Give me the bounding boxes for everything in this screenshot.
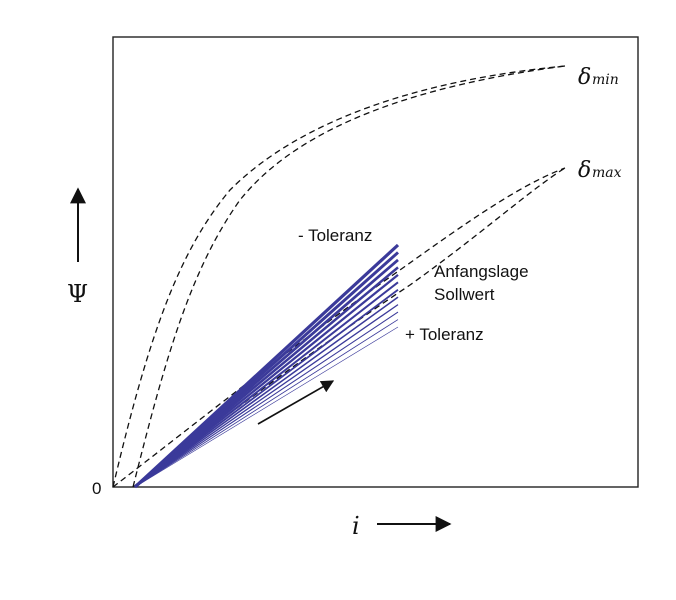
- delta-min-label: δ min: [578, 65, 619, 90]
- x-axis-label: i: [352, 512, 360, 540]
- minus-tolerance-label: - Toleranz: [298, 226, 372, 245]
- svg-text:δ: δ: [578, 158, 591, 183]
- svg-text:min: min: [592, 72, 619, 88]
- start-position-label-line1: Anfangslage: [434, 262, 529, 281]
- tolerance-line: [134, 326, 399, 488]
- tolerance-line: [134, 281, 399, 488]
- direction-arrow: [257, 380, 335, 425]
- tolerance-line: [134, 319, 399, 488]
- origin-label: 0: [92, 479, 101, 498]
- plus-tolerance-label: + Toleranz: [405, 325, 484, 344]
- tolerance-line: [134, 304, 399, 488]
- tolerance-line-fan: [133, 243, 400, 489]
- plot-frame: [112, 36, 639, 488]
- start-position-label-line2: Sollwert: [434, 285, 495, 304]
- delta-min-lower-curve: [132, 65, 566, 488]
- svg-text:δ: δ: [578, 65, 591, 90]
- svg-text:max: max: [592, 165, 622, 181]
- y-axis-label: Ψ: [67, 280, 88, 308]
- tolerance-line: [134, 296, 399, 488]
- tolerance-line: [134, 311, 399, 488]
- delta-max-label: δ max: [578, 158, 622, 183]
- tolerance-line: [134, 289, 399, 488]
- delta-min-upper-curve: [112, 65, 566, 488]
